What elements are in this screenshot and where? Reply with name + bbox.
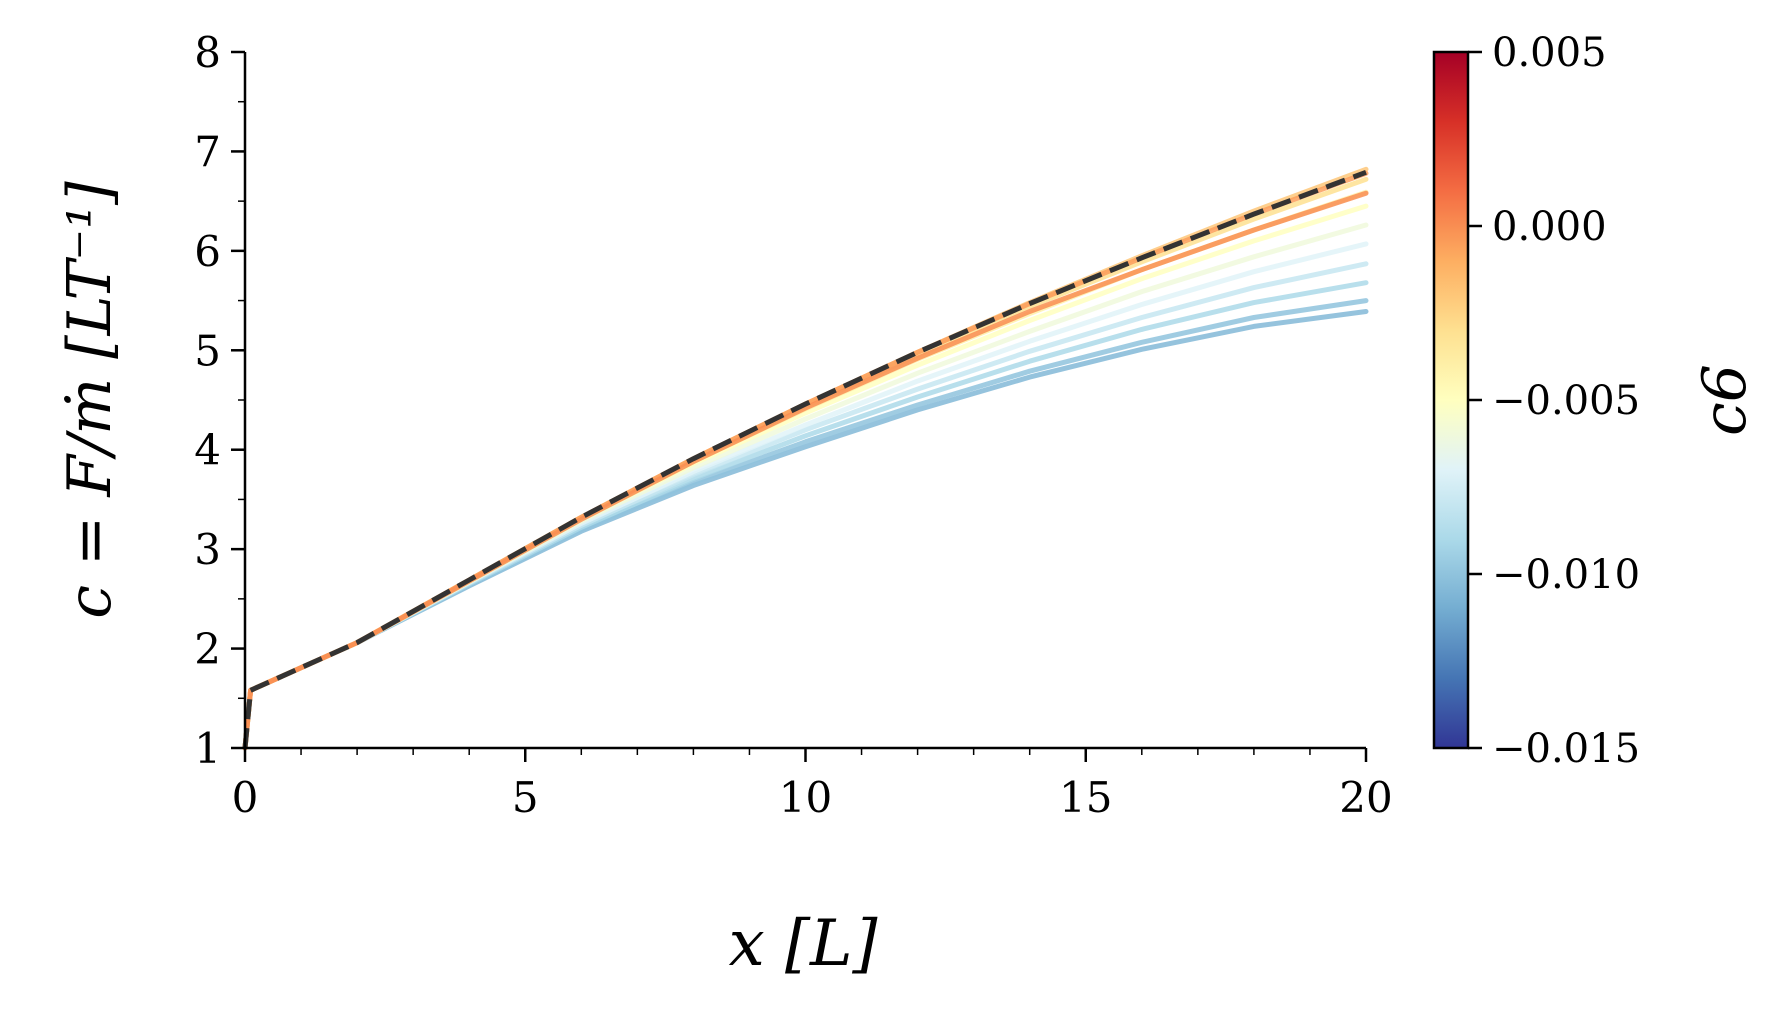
series-line-5 bbox=[242, 241, 1369, 751]
axes: 0 5 10 15 20 1 2 3 4 5 6 7 8 bbox=[194, 28, 1392, 822]
y-tick-label: 7 bbox=[194, 127, 221, 176]
x-tick-label: 10 bbox=[779, 773, 832, 822]
reference-dashed-line bbox=[242, 169, 1367, 749]
series-line-9 bbox=[242, 176, 1369, 751]
x-tick-label: 20 bbox=[1339, 773, 1392, 822]
colorbar-tick-label: −0.010 bbox=[1492, 552, 1640, 598]
series-line-1 bbox=[242, 309, 1369, 751]
y-tick-label: 6 bbox=[194, 227, 221, 276]
y-axis-title: c = F/ṁ [LT⁻¹] bbox=[55, 181, 125, 619]
series-line-3 bbox=[242, 280, 1369, 751]
y-tick-label: 3 bbox=[194, 525, 221, 574]
colorbar-tick-label: 0.000 bbox=[1492, 204, 1607, 250]
colorbar-title: c6 bbox=[1690, 364, 1760, 436]
y-tick-label: 1 bbox=[194, 724, 221, 773]
plot-area bbox=[242, 166, 1369, 751]
colorbar-tick-label: 0.005 bbox=[1492, 30, 1607, 76]
y-tick-label: 2 bbox=[194, 625, 221, 674]
y-tick-label: 8 bbox=[194, 28, 221, 77]
y-tick-label: 4 bbox=[194, 426, 221, 475]
colorbar-gradient bbox=[1432, 50, 1470, 750]
colorbar-tick-label: −0.015 bbox=[1492, 726, 1640, 772]
colorbar: 0.005 0.000 −0.005 −0.010 −0.015 bbox=[1432, 30, 1640, 772]
x-tick-label: 0 bbox=[232, 773, 259, 822]
series-line-10 bbox=[242, 166, 1369, 751]
x-axis-title: x [L] bbox=[729, 907, 879, 981]
x-tick-label: 5 bbox=[512, 773, 539, 822]
x-tick-label: 15 bbox=[1059, 773, 1112, 822]
series-line-2 bbox=[242, 298, 1369, 751]
colorbar-tick-label: −0.005 bbox=[1492, 378, 1640, 424]
y-tick-label: 5 bbox=[194, 326, 221, 375]
